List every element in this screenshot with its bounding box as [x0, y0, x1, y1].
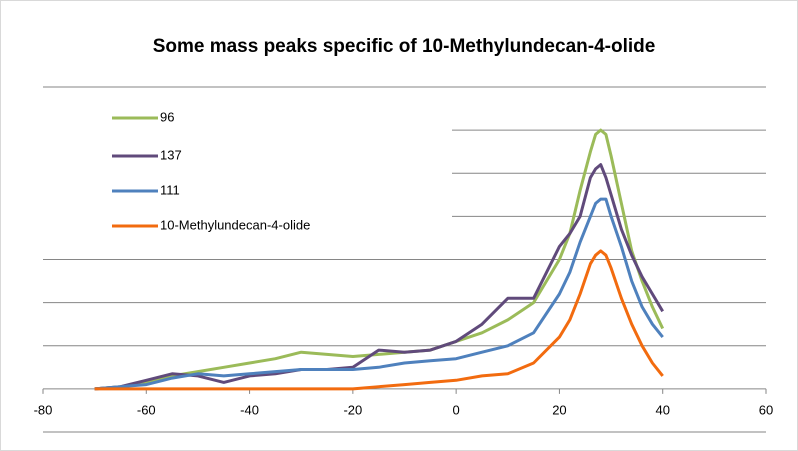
x-tick-label: 20: [552, 402, 566, 417]
series-line: [94, 163, 664, 391]
x-tick-label: 60: [759, 402, 773, 417]
legend-box: [43, 100, 452, 236]
chart-title: Some mass peaks specific of 10-Methylund…: [153, 36, 656, 57]
legend-label: 10-Methylundecan-4-olide: [160, 217, 310, 232]
series-line: [94, 249, 664, 391]
legend-label: 96: [160, 109, 174, 124]
legend-label: 137: [160, 147, 182, 162]
x-tick-label: -40: [240, 402, 259, 417]
series-line: [94, 197, 664, 391]
x-tick-label: -20: [343, 402, 362, 417]
legend-label: 111: [160, 182, 180, 197]
x-tick-label: 40: [655, 402, 669, 417]
x-tick-label: -80: [34, 402, 53, 417]
series-line: [94, 128, 665, 391]
x-tick-label: 0: [453, 402, 460, 417]
x-tick-label: -60: [137, 402, 156, 417]
